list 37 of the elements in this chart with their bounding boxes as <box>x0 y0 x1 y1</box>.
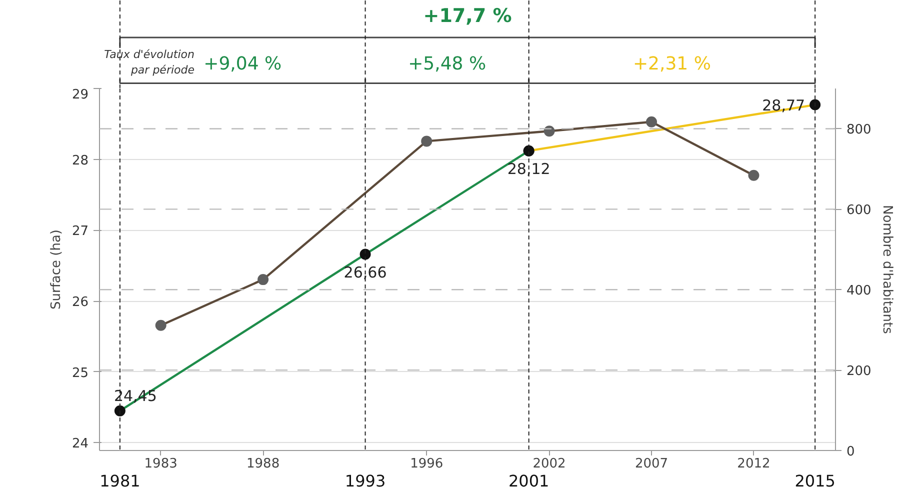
point <box>155 320 166 331</box>
ref-line-label: 1993 <box>344 472 386 490</box>
point <box>421 136 432 147</box>
x-tick-label: 2012 <box>737 456 770 472</box>
text: +9,04 % <box>204 53 282 74</box>
y2-tick-label: 0 <box>846 444 855 460</box>
ref-line-label: 1981 <box>100 472 140 490</box>
ref-line-label: 2001 <box>508 472 550 490</box>
data-label: 28,12 <box>507 160 550 178</box>
point <box>646 116 657 128</box>
point <box>748 170 760 181</box>
y2-tick-label: 200 <box>846 364 872 380</box>
y-tick-label: 29 <box>72 88 89 102</box>
text: +17,7 % <box>423 4 512 27</box>
y2-tick-label: 600 <box>846 203 872 218</box>
y-tick-label: 25 <box>72 366 89 381</box>
x-tick-label: 2007 <box>634 456 668 472</box>
y-tick-label: 28 <box>72 153 89 168</box>
data-label: 26,66 <box>344 263 387 282</box>
ref-line-label: 2015 <box>794 472 836 490</box>
x-tick-label: 1996 <box>410 456 444 472</box>
x-tick-label: 2002 <box>532 456 566 472</box>
text: Taux d'évolution par période <box>104 48 195 76</box>
y2-tick-label: 400 <box>846 284 872 299</box>
text: +5,48 % <box>408 53 486 74</box>
point <box>258 274 269 286</box>
y2-axis-title: Nombre d'habitants <box>879 205 894 334</box>
y2-tick-label: 800 <box>846 122 872 138</box>
text: +2,31 % <box>632 53 711 74</box>
point <box>544 126 555 137</box>
x-tick-label: 1983 <box>144 456 178 472</box>
x-tick-label: 1988 <box>246 456 280 472</box>
y-tick-label: 24 <box>72 436 89 452</box>
y-axis-title: Surface (ha) <box>48 229 64 310</box>
y-tick-label: 27 <box>72 224 89 240</box>
y-tick-label: 26 <box>72 295 89 310</box>
data-label: 28,77 <box>762 96 806 114</box>
